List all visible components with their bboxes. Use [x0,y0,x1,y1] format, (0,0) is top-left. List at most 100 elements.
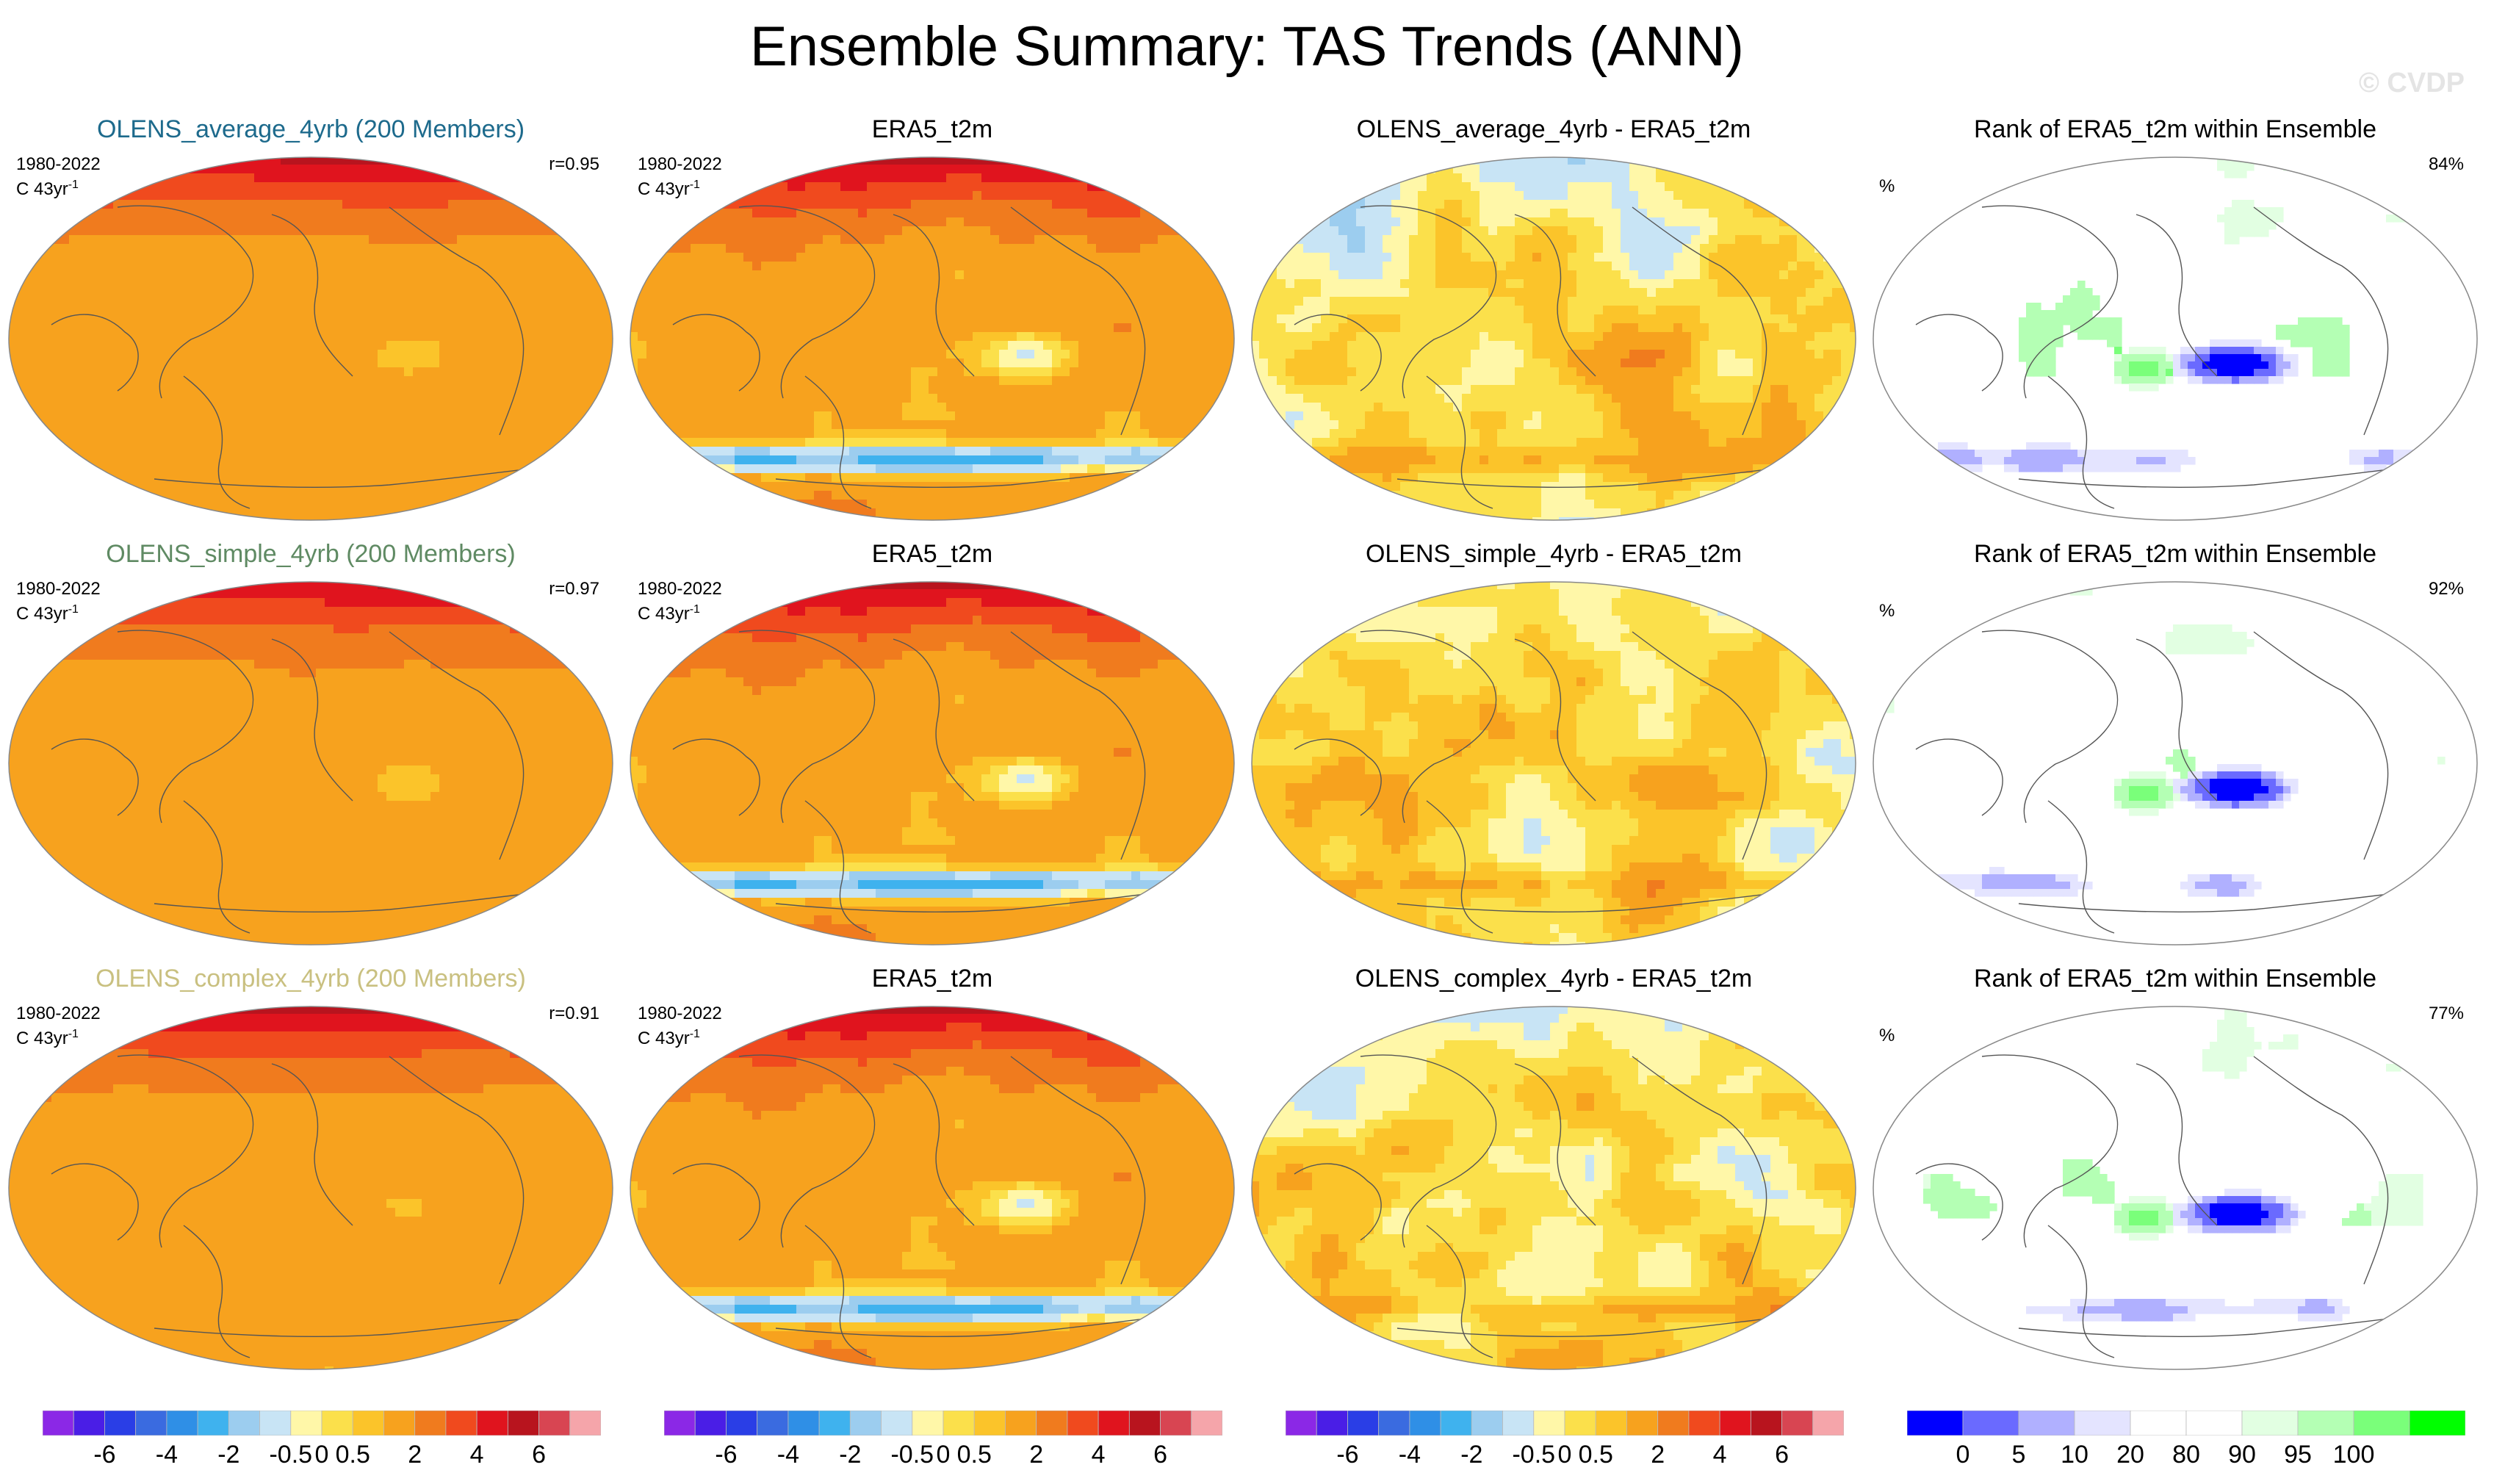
colorbar-tick-label: 6 [532,1440,546,1469]
colorbar-swatch [538,1411,571,1436]
watermark: © CVDP [2359,68,2465,99]
panel-ensemble-complex: OLENS_complex_4yrb (200 Members) 1980-20… [0,959,621,1371]
colorbar-swatch [1409,1411,1441,1436]
colorbar-swatch [1812,1411,1844,1436]
colorbar-tick-label: 2 [1029,1440,1043,1469]
colorbar-ensemble: -6 -4 -2 -0.5 0 0.5 2 4 6 [43,1411,601,1477]
colorbar-tick-label: 2 [408,1440,422,1469]
map-diff-simple [1251,581,1856,945]
panel-rank-average: Rank of ERA5_t2m within Ensemble % 84% [1864,110,2486,522]
panel-title: OLENS_simple_4yrb (200 Members) [0,539,621,569]
colorbar-swatch [1347,1411,1380,1436]
map-field [1879,582,2446,897]
period-units-label: 1980-2022 C 43yr-1 [16,579,101,624]
colorbar-swatch [943,1411,975,1436]
panel-diff-average: OLENS_average_4yrb - ERA5_t2m [1243,110,1864,522]
coastlines [51,1054,566,1358]
panel-diff-complex: OLENS_complex_4yrb - ERA5_t2m [1243,959,1864,1371]
panel-title: OLENS_average_4yrb - ERA5_t2m [1243,115,1864,144]
colorbar-tick-label: 6 [1775,1440,1789,1469]
colorbar-swatch [726,1411,758,1436]
colorbar-swatch [973,1411,1006,1436]
panel-title: ERA5_t2m [621,964,1243,993]
colorbar-swatch [1907,1411,1964,1436]
colorbar-swatch [1533,1411,1565,1436]
panel-title: OLENS_complex_4yrb (200 Members) [0,964,621,993]
colorbar-swatch [2297,1411,2354,1436]
colorbar-swatch [414,1411,447,1436]
map-ensemble-complex [8,1006,613,1370]
colorbar-swatch [881,1411,913,1436]
colorbar-swatch [1564,1411,1596,1436]
panel-title: OLENS_average_4yrb (200 Members) [0,115,621,144]
map-diff-complex [1251,1006,1856,1370]
panel-rank-simple: Rank of ERA5_t2m within Ensemble % 92% [1864,535,2486,946]
map-outline [1251,156,1856,521]
colorbar-swatch [2185,1411,2243,1436]
colorbar-swatch [694,1411,727,1436]
colorbar-obs: -6 -4 -2 -0.5 0 0.5 2 4 6 [664,1411,1222,1477]
colorbar-swatch [1471,1411,1503,1436]
colorbar-tick-label: 4 [1713,1440,1727,1469]
colorbar-swatch [2241,1411,2299,1436]
period-units-label: 1980-2022 C 43yr-1 [16,1004,101,1049]
colorbar-swatch [1128,1411,1161,1436]
panel-title: Rank of ERA5_t2m within Ensemble [1864,964,2486,993]
panel-diff-simple: OLENS_simple_4yrb - ERA5_t2m [1243,535,1864,946]
colorbar-tick-label: 4 [470,1440,484,1469]
colorbar-swatch [73,1411,105,1436]
map-era5-1 [630,156,1235,521]
coastlines [51,630,566,934]
colorbar-diff: -6 -4 -2 -0.5 0 0.5 2 4 6 [1286,1411,1844,1477]
map-outline [630,156,1235,521]
colorbar-tick-label: 0.5 [957,1440,992,1469]
coastlines [672,630,1188,934]
panel-title: OLENS_complex_4yrb - ERA5_t2m [1243,964,1864,993]
rank-percent-label: 84% [2429,154,2464,175]
colorbar-tick-label: -6 [1336,1440,1358,1469]
colorbar-tick-label: 80 [2172,1440,2200,1469]
colorbar-tick-label: -2 [1460,1440,1482,1469]
colorbar-swatch [1719,1411,1751,1436]
colorbar-tick-label: 10 [2061,1440,2088,1469]
colorbar-swatch [383,1411,416,1436]
colorbar-tick-label: -0.5 [1512,1440,1555,1469]
colorbar-swatch [166,1411,198,1436]
map-ensemble-simple [8,581,613,945]
map-diff-average [1251,156,1856,521]
map-field [1873,1006,2477,1322]
panel-obs-2: ERA5_t2m 1980-2022 C 43yr-1 [621,535,1243,946]
rank-percent-label: 92% [2429,579,2464,599]
period-units-label: 1980-2022 C 43yr-1 [638,154,722,200]
colorbar-swatch [757,1411,789,1436]
coastlines [1294,205,1809,509]
colorbar-swatch [1595,1411,1627,1436]
map-rank-simple [1873,581,2478,945]
colorbar-swatch [259,1411,292,1436]
coastlines [1915,630,2431,934]
map-outline [630,1006,1235,1370]
colorbar-tick-label: -4 [1399,1440,1421,1469]
correlation-label: r=0.95 [549,154,599,175]
coastlines [672,1054,1188,1358]
colorbar-swatch [321,1411,353,1436]
colorbar-tick-label: 2 [1651,1440,1665,1469]
colorbar-tick-label: -0.5 [269,1440,312,1469]
colorbar-rank: 0 5 10 20 80 90 95 100 [1907,1411,2465,1477]
colorbar-tick-label: 0 [937,1440,951,1469]
map-outline [8,156,613,521]
panel-rank-complex: Rank of ERA5_t2m within Ensemble % 77% [1864,959,2486,1371]
colorbar-swatch [1067,1411,1099,1436]
rank-percent-label: 77% [2429,1004,2464,1024]
colorbar-tick-label: 0 [315,1440,329,1469]
colorbar-swatch [1005,1411,1037,1436]
colorbar-swatch [2353,1411,2410,1436]
panel-ensemble-simple: OLENS_simple_4yrb (200 Members) 1980-202… [0,535,621,946]
colorbar-swatch [197,1411,229,1436]
colorbar-swatch [788,1411,820,1436]
colorbar-swatch [104,1411,137,1436]
colorbar-tick-label: 20 [2116,1440,2144,1469]
colorbar-tick-label: 95 [2284,1440,2312,1469]
colorbar-swatch [1316,1411,1348,1436]
colorbar-swatch [818,1411,851,1436]
